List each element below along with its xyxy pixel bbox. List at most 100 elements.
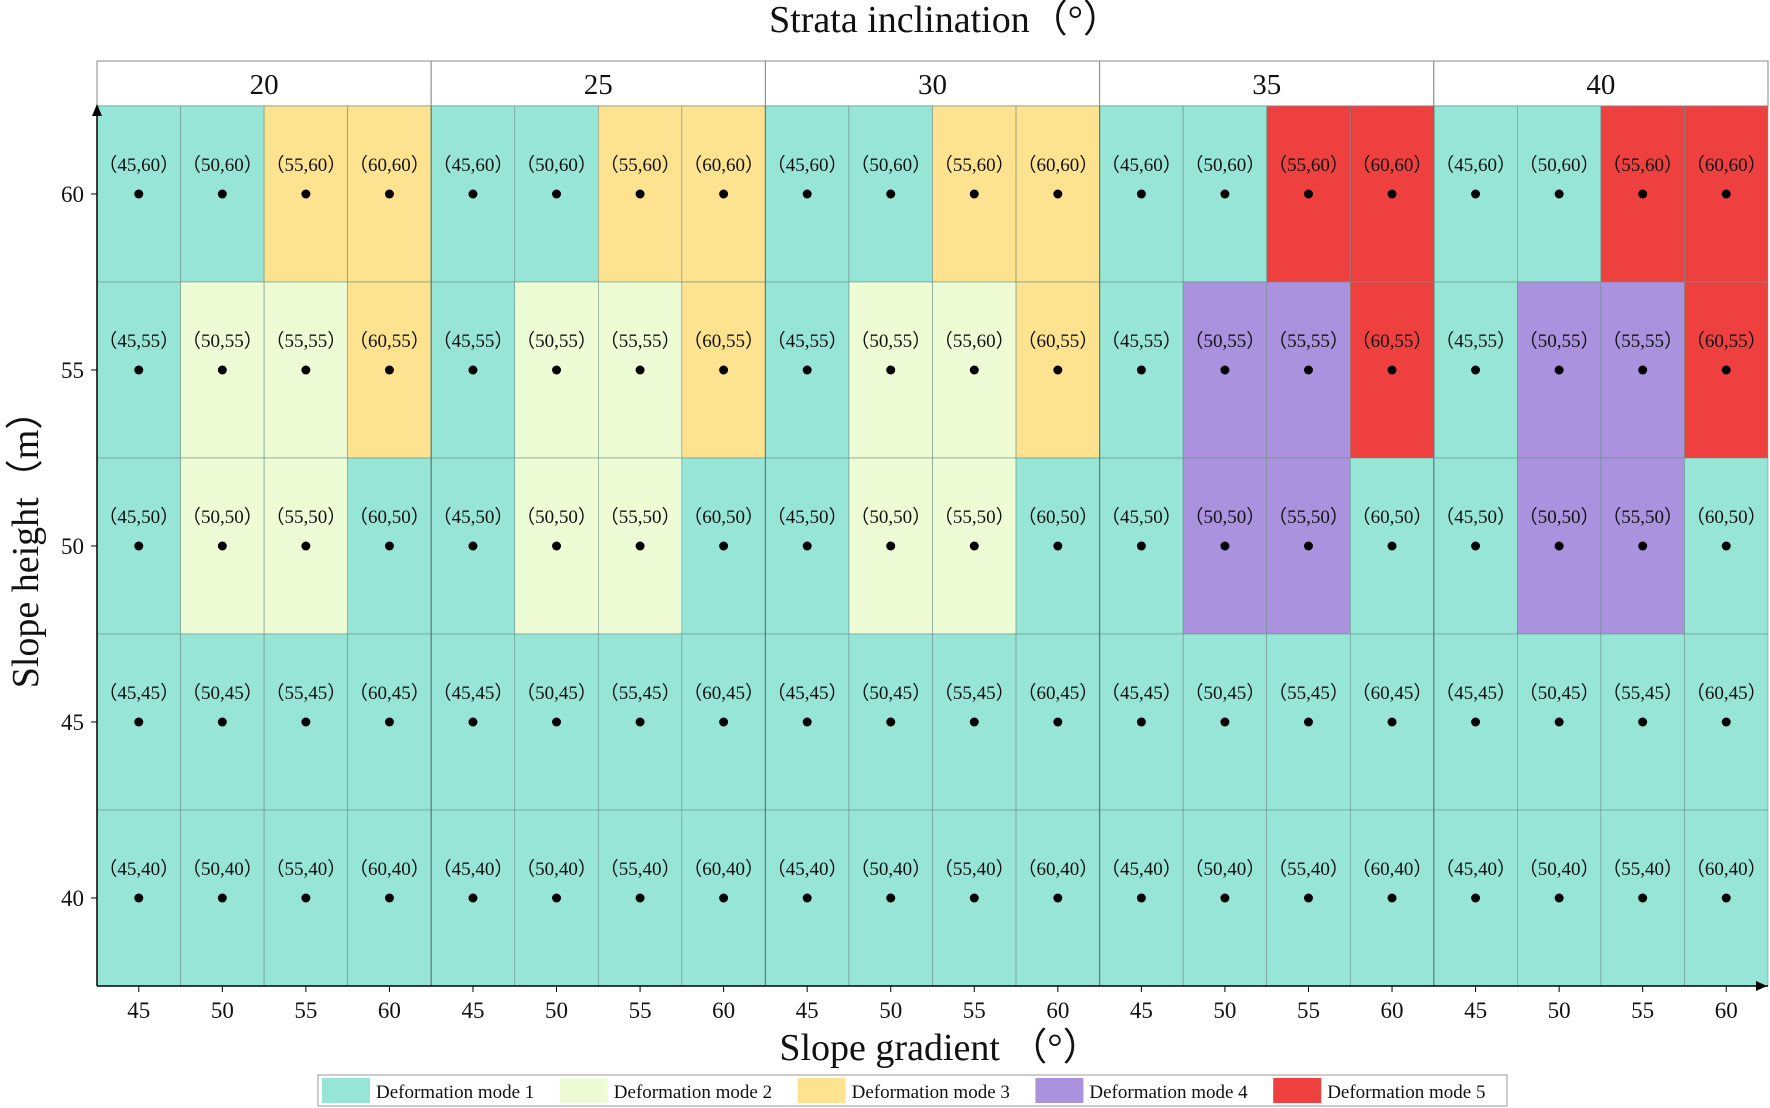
data-point <box>1053 893 1063 903</box>
cell-label: （50,60） <box>1519 154 1600 176</box>
cell-label: （50,60） <box>1185 154 1266 176</box>
data-point <box>134 365 144 375</box>
cell-label: （50,40） <box>850 858 931 880</box>
data-point <box>802 717 812 727</box>
cell-label: （45,50） <box>98 506 179 528</box>
data-point <box>969 717 979 727</box>
cell-label: （55,60） <box>265 154 346 176</box>
y-tick-label: 40 <box>61 886 84 911</box>
data-point <box>552 541 562 551</box>
x-tick-label: 45 <box>1464 998 1487 1023</box>
cell-label: （60,60） <box>1686 154 1767 176</box>
data-point <box>1638 893 1648 903</box>
x-tick-label: 50 <box>211 998 234 1023</box>
cell-label: （60,50） <box>1017 506 1098 528</box>
cell-label: （45,40） <box>98 858 179 880</box>
cell-label: （55,60） <box>934 154 1015 176</box>
legend-swatch <box>797 1078 846 1103</box>
cell-label: （45,60） <box>1101 154 1182 176</box>
data-point <box>301 365 311 375</box>
cell-label: （55,45） <box>1602 682 1683 704</box>
cell-label: （60,40） <box>1017 858 1098 880</box>
data-point <box>301 893 311 903</box>
data-point <box>1136 541 1146 551</box>
cell-label: （50,55） <box>182 330 263 352</box>
data-point <box>1220 541 1230 551</box>
data-point <box>802 541 812 551</box>
data-point <box>552 893 562 903</box>
cell-label: （55,40） <box>265 858 346 880</box>
data-point <box>1471 365 1481 375</box>
data-point <box>969 365 979 375</box>
data-point <box>1554 717 1564 727</box>
cell-label: （50,60） <box>182 154 263 176</box>
cell-label: （45,40） <box>1101 858 1182 880</box>
data-point <box>552 365 562 375</box>
y-tick-label: 50 <box>61 534 84 559</box>
data-point <box>802 893 812 903</box>
panel-label: 35 <box>1252 69 1281 101</box>
x-tick-label: 45 <box>796 998 819 1023</box>
cell-label: （55,55） <box>1268 330 1349 352</box>
cell-label: （45,50） <box>433 506 514 528</box>
data-point <box>384 717 394 727</box>
cell-label: （45,45） <box>767 682 848 704</box>
data-point <box>468 189 478 199</box>
cell-label: （55,55） <box>1602 330 1683 352</box>
cell-label: （55,50） <box>265 506 346 528</box>
x-tick-label: 60 <box>1381 998 1404 1023</box>
cell-label: （60,55） <box>1017 330 1098 352</box>
cell-label: （60,50） <box>1686 506 1767 528</box>
data-point <box>217 717 227 727</box>
cell-label: （55,60） <box>1268 154 1349 176</box>
data-point <box>886 893 896 903</box>
data-point <box>468 365 478 375</box>
data-point <box>134 893 144 903</box>
x-tick-label: 55 <box>629 998 652 1023</box>
x-tick-label: 50 <box>879 998 902 1023</box>
cell-label: （50,50） <box>516 506 597 528</box>
cell-label: （55,50） <box>1602 506 1683 528</box>
cell-label: （50,45） <box>1519 682 1600 704</box>
data-point <box>802 365 812 375</box>
panel-header-box <box>1099 60 1435 107</box>
cell-label: （50,60） <box>516 154 597 176</box>
cell-label: （60,60） <box>683 154 764 176</box>
cell-label: （60,45） <box>683 682 764 704</box>
data-point <box>886 189 896 199</box>
cell-label: （60,55） <box>683 330 764 352</box>
legend-swatch <box>1035 1078 1084 1103</box>
heatmap-cells: （45,60） （50,60） （55,60） （60,60） （45,60） （50,6… <box>96 105 1769 987</box>
y-tick-label: 45 <box>61 710 84 735</box>
legend-label: Deformation mode 2 <box>614 1082 772 1103</box>
x-tick-label: 60 <box>1715 998 1738 1023</box>
data-point <box>1471 893 1481 903</box>
cell-label: （55,45） <box>265 682 346 704</box>
data-point <box>1638 717 1648 727</box>
x-tick-label: 50 <box>1213 998 1236 1023</box>
legend: Deformation mode 1 Deformation mode 2 Defo… <box>317 1074 1508 1107</box>
data-point <box>1387 893 1397 903</box>
data-point <box>134 189 144 199</box>
data-point <box>969 893 979 903</box>
x-tick-label: 45 <box>1130 998 1153 1023</box>
cell-label: （60,60） <box>349 154 430 176</box>
cell-label: （55,45） <box>1268 682 1349 704</box>
data-point <box>384 893 394 903</box>
x-tick-label: 50 <box>1548 998 1571 1023</box>
cell-label: （60,45） <box>1686 682 1767 704</box>
cell-label: （60,60） <box>1352 154 1433 176</box>
y-axis-arrow <box>92 104 102 116</box>
data-point <box>1053 541 1063 551</box>
data-point <box>635 189 645 199</box>
cell-label: （55,40） <box>600 858 681 880</box>
cell-label: （45,60） <box>767 154 848 176</box>
cell-label: （55,60） <box>600 154 681 176</box>
cell-label: （50,45） <box>516 682 597 704</box>
data-point <box>468 717 478 727</box>
data-point <box>886 365 896 375</box>
cell-label: （55,40） <box>1268 858 1349 880</box>
panel-header-box <box>764 60 1101 107</box>
x-tick-label: 55 <box>963 998 986 1023</box>
